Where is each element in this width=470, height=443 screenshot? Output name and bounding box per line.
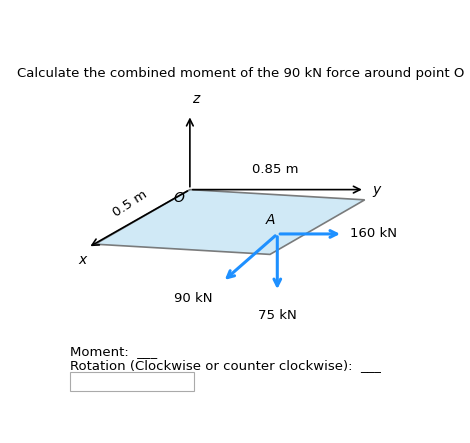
Text: 0.5 m: 0.5 m	[110, 187, 149, 219]
Text: Moment:  ___: Moment: ___	[70, 345, 157, 358]
Text: O: O	[173, 191, 184, 205]
Text: y: y	[372, 183, 380, 197]
Text: 0.85 m: 0.85 m	[252, 163, 299, 176]
Text: x: x	[78, 253, 86, 267]
Text: z: z	[192, 92, 199, 106]
Text: Rotation (Clockwise or counter clockwise):  ___: Rotation (Clockwise or counter clockwise…	[70, 359, 381, 372]
Text: A: A	[266, 213, 275, 227]
Bar	[70, 372, 194, 391]
Text: 160 kN: 160 kN	[350, 227, 397, 241]
Text: Calculate the combined moment of the 90 kN force around point O: Calculate the combined moment of the 90 …	[17, 67, 464, 80]
Text: 90 kN: 90 kN	[174, 292, 213, 305]
Polygon shape	[95, 190, 365, 254]
Text: 75 kN: 75 kN	[258, 309, 297, 322]
